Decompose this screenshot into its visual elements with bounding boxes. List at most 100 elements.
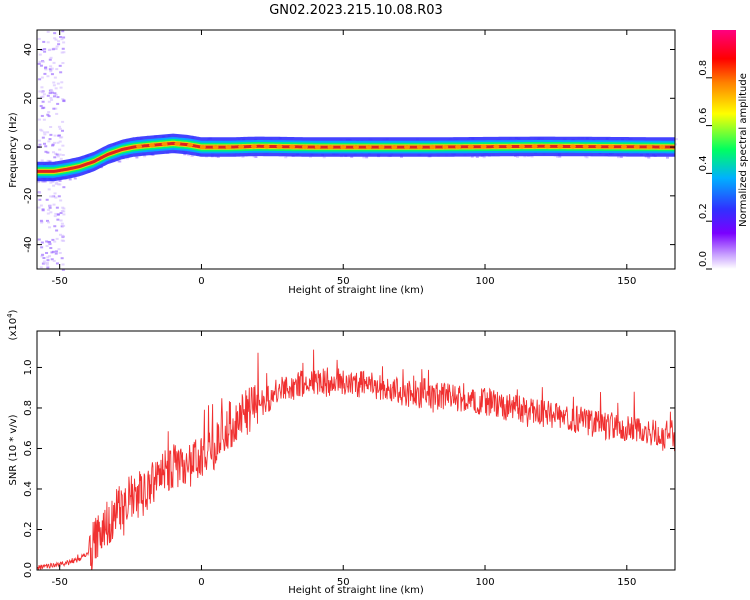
spectrogram-noise-cell [37,206,41,209]
spectrogram-noise-cell [56,213,60,216]
colorbar-label: Normalized spectral amplitude [738,73,749,227]
spectrogram-noise-cell [58,136,62,139]
spectrogram-ridge-bead [404,145,411,150]
snr-x-tick-label: 150 [617,577,636,588]
spectrogram-axes: -50 0 50 100 150 -40 -20 0 20 40 [23,30,675,287]
spectrogram-ridge-bead [238,144,245,149]
spectrogram-ridge-bead [455,144,462,149]
spectrogram-halo-cell [470,155,474,158]
spectrogram-halo-cell [216,155,220,158]
spectrogram-noise-cell [55,68,59,71]
spectrogram-noise-cell [58,64,62,67]
spectrogram-noise-cell [50,67,54,70]
spectrogram-noise-cell [62,213,66,216]
figure-title: GN02.2023.215.10.08.R03 [269,3,443,18]
spectrogram-noise-cell [40,129,44,132]
spectrogram-noise-cell [52,151,56,154]
spectrogram-ridge-bead [569,144,576,149]
spectrogram-noise-cell [42,257,46,260]
spectrogram-noise-cell [47,140,51,143]
snr-y-tick-label: 0.4 [23,481,34,497]
spectrogram-noise-cell [47,208,51,211]
spectrogram-noise-cell [45,261,49,264]
spectrogram-noise-cell [57,40,61,43]
spectrogram-noise-cell [61,47,65,50]
spectrogram-noise-cell [39,219,43,222]
spectrogram-noise-cell [46,131,50,134]
snr-y-tick-label: 0.0 [23,562,34,578]
spectrogram-noise-cell [60,210,64,213]
spectrogram-halo-cell [584,155,588,158]
spectrogram-x-tick-label: -50 [52,276,68,287]
spectrogram-noise-cell [41,60,45,63]
snr-y-exponent: (x104) [6,309,19,340]
spectrogram-ridge-bead [467,144,474,149]
spectrogram-noise-cell [47,100,51,103]
spectrogram-noise-cell [49,125,53,128]
spectrogram-ridge-bead [225,145,232,150]
spectrogram-ridge-bead [161,142,168,147]
spectrogram-halo-cell [674,138,678,141]
spectrogram-noise-cell [59,157,63,160]
spectrogram-noise-cell [58,153,62,156]
spectrogram-halo-cell [187,154,191,157]
spectrogram-halo-cell [284,156,288,159]
spectrogram-halo-cell [362,156,366,159]
spectrogram-y-tick-label: 40 [23,43,34,56]
spectrogram-noise-cell [54,212,58,215]
spectrogram-noise-cell [38,143,42,146]
spectrogram-halo-cell [350,155,354,158]
spectrogram-noise-cell [54,252,58,255]
spectrogram-noise-cell [50,73,54,76]
spectrogram-ridge-bead [187,143,194,148]
spectrogram-noise-cell [41,253,45,256]
spectrogram-noise-cell [57,43,61,46]
spectrogram-halo-cell [37,181,41,184]
colorbar-tick-label: 0.6 [698,108,709,124]
spectrogram-noise-cell [49,97,53,100]
spectrogram-noise-cell [52,95,56,98]
spectrogram-noise-cell [53,37,57,40]
spectrogram-noise-cell [42,93,46,96]
spectrogram-noise-cell [56,96,60,99]
spectrogram-noise-cell [49,195,53,198]
spectrogram-noise-cell [52,107,56,110]
colorbar-gradient [712,30,736,269]
spectrogram-ridge-bead [314,145,321,150]
spectrogram-ridge-bead [442,144,449,149]
spectrogram-noise-cell [40,159,44,162]
spectrogram-ridge-bead [391,145,398,150]
spectrogram-halo-cell [558,155,562,158]
spectrogram-noise-cell [41,100,45,103]
spectrogram-halo-cell [51,180,55,183]
spectrogram-noise-cell [45,198,49,201]
spectrogram-noise-cell [54,196,58,199]
spectrogram-noise-cell [47,221,51,224]
spectrogram-noise-cell [58,148,62,151]
spectrogram-noise-cell [39,64,43,67]
spectrogram-noise-cell [37,62,41,65]
spectrogram-halo-cell [619,156,623,159]
spectrogram-noise-cell [59,71,63,74]
spectrogram-noise-cell [58,233,62,236]
spectrogram-x-tick-label: 150 [617,276,636,287]
colorbar-ticks: 0.0 0.2 0.4 0.6 0.8 [698,60,712,270]
spectrogram-ridge-bead [365,145,372,150]
spectrogram-noise-cell [54,152,58,155]
spectrogram-noise-cell [57,183,61,186]
spectrogram-noise-cell [53,134,57,137]
spectrogram-noise-cell [46,266,50,269]
spectrogram-ridge-bead [620,144,627,149]
spectrogram-noise-cell [42,118,46,121]
spectrogram-noise-cell [44,145,48,148]
spectrogram-noise-cell [56,82,60,85]
spectrogram-noise-cell [41,107,45,110]
spectrogram-noise-cell [62,224,66,227]
spectrogram-noise-cell [59,219,63,222]
spectrogram-halo-cell [135,156,139,159]
spectrogram-noise-cell [61,144,65,147]
spectrogram-ridge-bead [174,141,181,146]
snr-y-tick-label: 1.0 [23,360,34,376]
spectrogram-noise-cell [54,87,58,90]
spectrogram-noise-cell [49,181,53,184]
